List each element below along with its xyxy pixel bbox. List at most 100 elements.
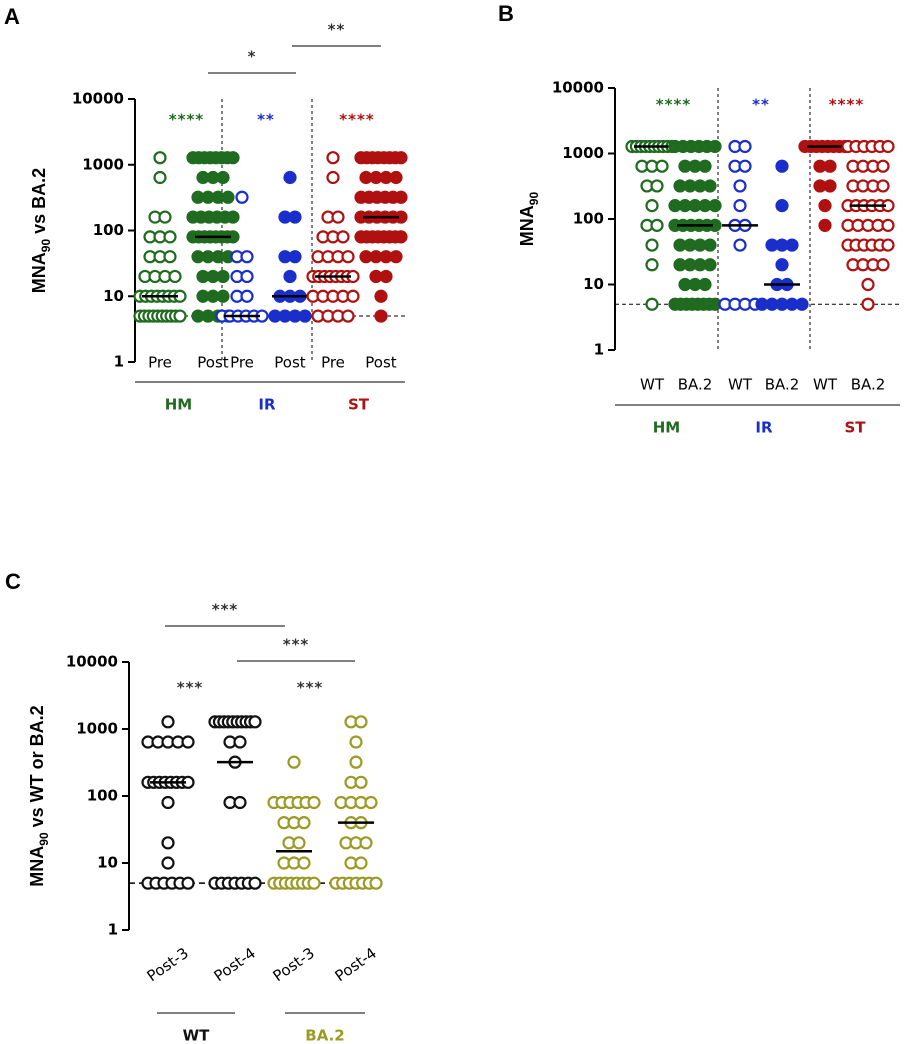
y-axis-label-part: MNA [29,252,49,293]
group-label: ST [844,419,866,437]
data-point [163,250,177,264]
data-point [389,170,403,185]
data-point [297,816,311,830]
significance-stars: **** [339,111,374,129]
x-tick-label: BA.2 [678,376,713,394]
x-tick-label: WT [728,376,753,394]
data-point [738,139,752,154]
data-point [216,170,230,185]
data-point [645,258,659,272]
data-point [733,179,747,193]
data-point [775,159,789,173]
data-point [287,755,301,769]
data-point [288,210,302,224]
x-tick-label: BA.2 [765,376,800,394]
data-point [216,289,230,303]
x-tick-label: Post [197,354,229,372]
data-point [235,190,249,204]
data-point [698,159,712,173]
y-tick-label: 100 [87,787,118,805]
data-point [650,218,664,232]
data-point [374,309,388,323]
data-point [346,289,360,303]
data-point [876,258,890,272]
x-tick-label: Pre [148,354,172,372]
group-label: IR [755,419,773,437]
data-point [292,836,306,850]
y-axis-label-part: 90 [39,239,53,253]
y-tick-label: 10 [103,287,124,305]
data-point [374,289,388,303]
x-tick-label: WT [813,376,838,394]
data-point [216,269,230,284]
data-point [394,230,408,244]
x-tick-label: Post-4 [332,944,380,985]
data-point [818,199,832,213]
data-point [161,795,175,810]
data-point [364,795,378,810]
y-tick-label: 1 [108,921,118,939]
significance-stars: **** [829,96,864,114]
panel-label: C [5,569,21,594]
data-point [881,238,895,252]
data-point [645,297,659,311]
y-axis-label-part: MNA [517,205,537,246]
data-point [861,277,875,292]
comparison-label: ** [328,21,346,39]
data-point [307,795,321,810]
comparison-label: *** [212,601,239,619]
data-point [240,289,254,303]
data-point [698,277,712,292]
data-point [248,715,262,729]
data-point [354,715,368,729]
y-axis-label-part: vs BA.2 [29,168,49,239]
data-point [331,210,345,224]
data-point [823,179,837,193]
data-point [307,876,321,890]
x-tick-label: Post [274,354,306,372]
data-point [161,856,175,870]
data-point [881,139,895,154]
significance-stars: *** [297,679,324,697]
data-point [394,190,408,204]
y-tick-label: 1 [114,353,124,371]
y-tick-label: 100 [93,221,124,239]
data-point [823,159,837,173]
data-point [226,210,240,224]
data-point [240,250,254,264]
group-label: BA.2 [305,1027,344,1044]
data-point [876,159,890,173]
group-label: HM [165,396,192,414]
data-point [349,735,363,749]
data-point [233,735,247,749]
data-point [703,238,717,252]
data-point [359,836,373,850]
x-tick-label: WT [640,376,665,394]
y-tick-label: 10000 [66,653,118,671]
y-tick-label: 100 [573,210,604,228]
x-tick-label: Pre [321,354,345,372]
data-point [650,179,664,193]
data-point [379,269,393,284]
y-tick-label: 10 [97,854,118,872]
y-tick-label: 1000 [76,720,118,738]
data-point [168,269,182,284]
data-point [861,297,875,311]
data-point [881,218,895,232]
data-point [703,179,717,193]
y-tick-label: 1000 [562,144,604,162]
data-point [248,876,262,890]
x-tick-label: Pre [230,354,254,372]
group-label: WT [183,1027,211,1044]
data-point [775,258,789,272]
y-tick-label: 10 [583,275,604,293]
comparison-label: * [248,48,257,66]
data-point [645,238,659,252]
data-point [288,250,302,264]
data-point [163,230,177,244]
y-axis-label-part: MNA [27,846,47,887]
significance-stars: **** [169,111,204,129]
data-point [326,170,340,185]
data-point [775,199,789,213]
